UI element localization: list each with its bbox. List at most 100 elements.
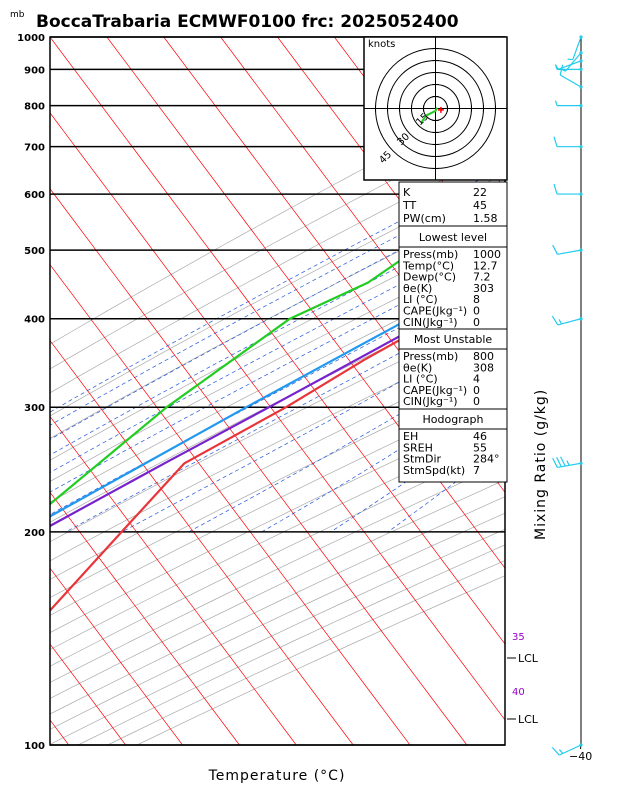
theta-40-label: 40 [512,687,525,698]
index-row-value: 0 [473,305,480,318]
isotherm-line [50,643,126,745]
index-row-label: LI (°C) [403,373,438,386]
moist-adiabat-line [50,269,505,515]
moist-adiabat-line [65,294,505,533]
isotherm-line [0,37,12,745]
dry-adiabat-line [50,147,505,394]
index-row-label: LI (°C) [403,293,438,306]
pressure-tick-label: 200 [24,528,45,539]
dry-adiabat-line [50,244,505,482]
dry-adiabat-line [50,350,505,580]
index-row-value: 8 [473,293,480,306]
mixing-ratio-line [559,37,618,194]
wind-barb [551,315,583,326]
hodograph-trace [420,107,438,124]
index-row-label: EH [403,430,418,443]
mixing-ratio-lines [559,37,618,194]
pressure-tick-label: 500 [24,246,45,257]
dry-adiabat-line [50,197,505,439]
index-row-label: SREH [403,441,433,454]
most-unstable-box [398,328,508,410]
indices-box [398,181,508,227]
wind-barb [560,51,583,72]
index-row-label: Press(mb) [403,350,458,363]
wind-barb [567,35,583,61]
most-unstable-header: Most Unstable [414,333,493,346]
lcl-lower-label: LCL [518,713,539,726]
wind-barb [552,456,583,469]
isotherm-line [50,264,411,745]
index-row-label: CAPE(Jkg⁻¹) [403,305,467,318]
dry-adiabat-line [50,121,505,370]
index-row-value: 284° [473,453,500,466]
index-row-value: 308 [473,361,494,374]
moist-adiabat-line [50,248,505,493]
isotherm-line [50,188,468,745]
moist-adiabat-line [50,210,505,456]
wind-barb [554,100,583,108]
index-row-value: 46 [473,430,487,443]
x-axis-label: Temperature (°C) [208,768,346,784]
hodograph-index-rows: EH 46 SREH 55 StmDir 284° StmSpd(kt) 7 [403,430,500,477]
dry-adiabat-line [50,408,505,634]
hodograph-units: knots [368,39,395,50]
isotherm-line [50,339,354,745]
dry-adiabat-line [50,479,505,699]
index-row-value: 55 [473,441,487,454]
lcl-upper-label: LCL [518,652,539,665]
pressure-tick-label: 600 [24,190,45,201]
index-row-label: StmSpd(kt) [403,464,465,477]
index-row-value: 7.2 [473,271,491,284]
dry-adiabat-line [50,94,505,345]
dry-adiabat-line [50,512,505,730]
isotherm-line [106,37,505,569]
index-row-value: 1000 [473,248,501,261]
hodograph: knots 15 30 45 [363,36,508,181]
index-row-value: 12.7 [473,259,498,272]
temperature-tick-label: −40 [569,750,592,763]
wind-barb [551,743,583,756]
hodograph-ticks [375,48,496,169]
hodograph-index-header: Hodograph [423,413,484,426]
wind-barb [559,64,583,89]
dry-adiabat-line [50,310,505,543]
index-row-value: 7 [473,464,480,477]
index-row-label: CIN(Jkg⁻¹) [403,395,458,408]
lowest-level-box [398,225,508,330]
moist-adiabat-line [50,228,505,473]
pressure-tick-label: 1000 [17,33,45,44]
dry-adiabat-line [50,330,505,562]
mixing-ratio-axis-label: Mixing Ratio (g/kg) [533,389,549,540]
moist-adiabat-line [50,194,505,440]
wind-barbs [551,35,583,756]
k-value: 22 [473,186,487,199]
parcel-trace [50,276,505,528]
wind-barb [553,183,583,196]
pressure-tick-label: 700 [24,143,45,154]
most-unstable-rows: Press(mb) 800 θe(K) 308 LI (°C) 4 CAPE(Jkg⁻¹) 0… [403,350,494,408]
mixing-ratio-line [605,37,618,194]
pressure-tick-label: 800 [24,102,45,113]
index-row-value: 0 [473,316,480,329]
pressure-tick-label: 400 [24,315,45,326]
profile-traces [50,208,505,613]
dewpoint-trace [50,208,505,506]
temperature-trace [50,277,505,613]
pressure-tick-label: 900 [24,65,45,76]
dry-adiabat-line [50,288,505,523]
tt-label: TT [402,199,417,212]
wetbulb-trace [50,263,505,518]
isotherm-line [50,567,183,745]
isotherm-line [50,37,505,645]
dry-adiabat-line [50,389,505,616]
wind-barb [552,244,583,255]
dry-adiabat-line [50,173,505,417]
hodograph-index-box [398,408,508,483]
dry-adiabat-line [50,462,505,683]
dry-adiabat-line [50,221,505,461]
indices-panel: K 22 TT 45 PW(cm) 1.58 Lowest level Pres… [398,181,508,483]
k-label: K [403,186,411,199]
index-row-label: StmDir [403,453,442,466]
index-row-label: CAPE(Jkg⁻¹) [403,384,467,397]
